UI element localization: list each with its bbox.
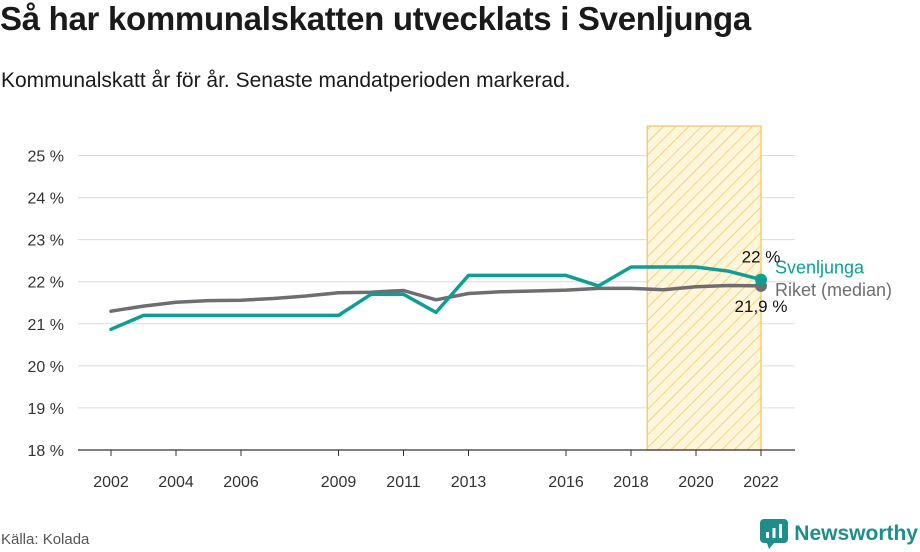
y-tick-label: 25 % <box>28 149 64 166</box>
y-tick-label: 21 % <box>28 317 64 334</box>
series-label-svenljunga: Svenljunga <box>775 258 865 278</box>
x-tick-label: 2011 <box>386 474 421 491</box>
y-tick-label: 20 % <box>28 359 64 376</box>
x-tick-label: 2013 <box>451 474 487 491</box>
brand-logo[interactable]: Newsworthy <box>760 519 918 549</box>
x-tick-label: 2018 <box>613 474 649 491</box>
brand-name: Newsworthy <box>794 522 918 545</box>
y-tick-label: 22 % <box>28 275 64 292</box>
x-tick-label: 2022 <box>743 474 779 491</box>
x-tick-label: 2020 <box>678 474 714 491</box>
y-tick-label: 24 % <box>28 191 64 208</box>
chart-title: Så har kommunalskatten utvecklats i Sven… <box>0 0 751 37</box>
x-tick-label: 2006 <box>223 474 259 491</box>
end-marker-svenljunga <box>755 273 767 286</box>
data-label-svenljunga: 22 % <box>742 248 781 267</box>
chart-subtitle: Kommunalskatt år för år. Senaste mandatp… <box>1 69 571 92</box>
y-tick-label: 18 % <box>28 443 64 460</box>
data-label-riket: 21,9 % <box>735 297 788 316</box>
x-tick-label: 2004 <box>158 474 194 491</box>
x-tick-label: 2002 <box>93 474 129 491</box>
series-line-riket <box>109 283 763 313</box>
series-label-riket: Riket (median) <box>775 280 892 300</box>
series-lines <box>109 265 767 332</box>
y-tick-label: 19 % <box>28 401 64 418</box>
y-tick-label: 23 % <box>28 233 64 250</box>
source-note: Källa: Kolada <box>1 531 90 548</box>
newsworthy-logo-icon <box>760 519 789 549</box>
x-tick-label: 2009 <box>321 474 357 491</box>
axes: 18 % 19 % 20 % 21 % 22 % 23 % 24 % 25 % 2002 2004… <box>28 149 795 491</box>
series-line-svenljunga <box>109 265 763 332</box>
x-tick-label: 2016 <box>548 474 584 491</box>
